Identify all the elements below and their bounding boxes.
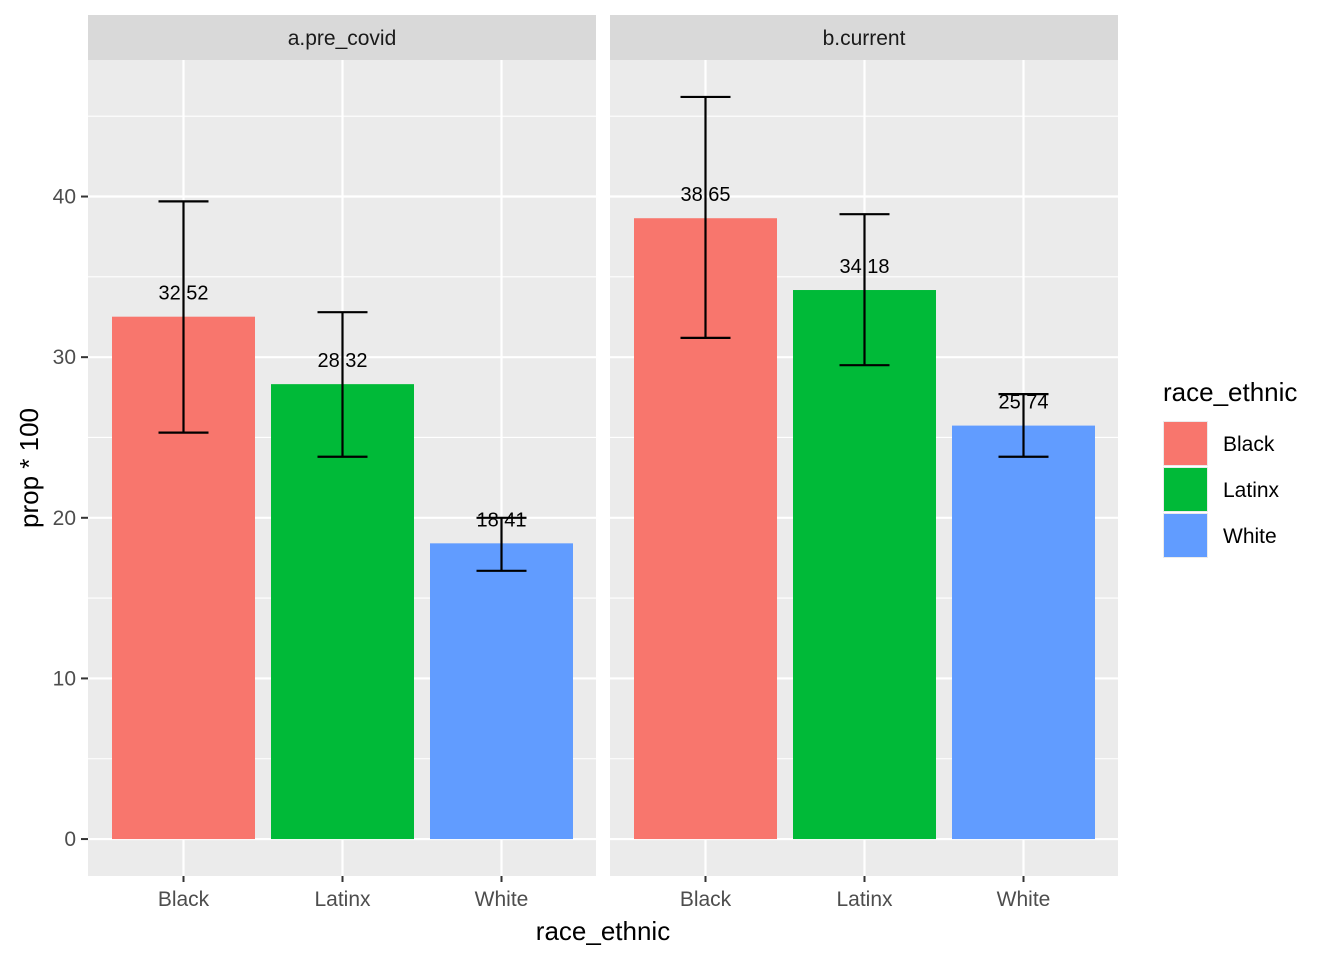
legend-key-latinx [1164,468,1207,511]
legend-title: race_ethnic [1163,377,1297,407]
x-tick-label: White [475,888,529,911]
x-tick-label: Latinx [314,888,371,911]
y-tick-label: 10 [53,667,76,690]
error-bar [158,200,209,434]
facet-strip-label: a.pre_covid [288,27,397,50]
legend-label: Black [1223,433,1275,456]
facet-strip [88,15,596,60]
y-tick-label: 20 [53,507,76,530]
bar-value-label: 38.65 [680,184,730,206]
bar-white [952,425,1095,840]
error-bar [839,213,890,367]
facet-panel-0: a.pre_covid 32.52 Black 28.32 Latinx 18.41 Whi… [88,15,596,911]
x-tick-label: White [997,888,1051,911]
legend-key-white [1164,514,1207,557]
x-axis-title: race_ethnic [536,916,670,946]
y-axis-title: prop * 100 [14,408,44,528]
legend-label: Latinx [1223,479,1280,502]
error-bar [680,95,731,339]
panels: a.pre_covid 32.52 Black 28.32 Latinx 18.41 Whi… [88,15,1118,911]
facet-strip-label: b.current [823,27,906,50]
x-tick-label: Black [680,888,732,911]
legend-label: White [1223,525,1277,548]
bar-value-label: 32.52 [158,283,208,305]
error-bar [317,311,368,458]
bar-latinx [793,290,936,840]
bar-value-label: 18.41 [476,509,526,531]
x-tick-label: Latinx [836,888,893,911]
facet-panel-1: b.current 38.65 Black 34.18 Latinx 25.74 White [610,15,1118,911]
legend-key-black [1164,422,1207,465]
bar-white [430,543,573,840]
bar-value-label: 34.18 [839,256,889,278]
y-tick-label: 40 [53,186,76,209]
legend: race_ethnic Black Latinx White [1163,377,1297,558]
x-tick-label: Black [158,888,210,911]
y-tick-label: 30 [53,346,76,369]
y-tick-label: 0 [64,828,76,851]
error-bar [998,393,1049,458]
facet-strip [610,15,1118,60]
y-axis: 0 10 20 30 40 [53,186,88,851]
error-bar [476,516,527,572]
bar-value-label: 25.74 [998,392,1048,414]
bar-value-label: 28.32 [317,350,367,372]
bar-latinx [271,384,414,840]
